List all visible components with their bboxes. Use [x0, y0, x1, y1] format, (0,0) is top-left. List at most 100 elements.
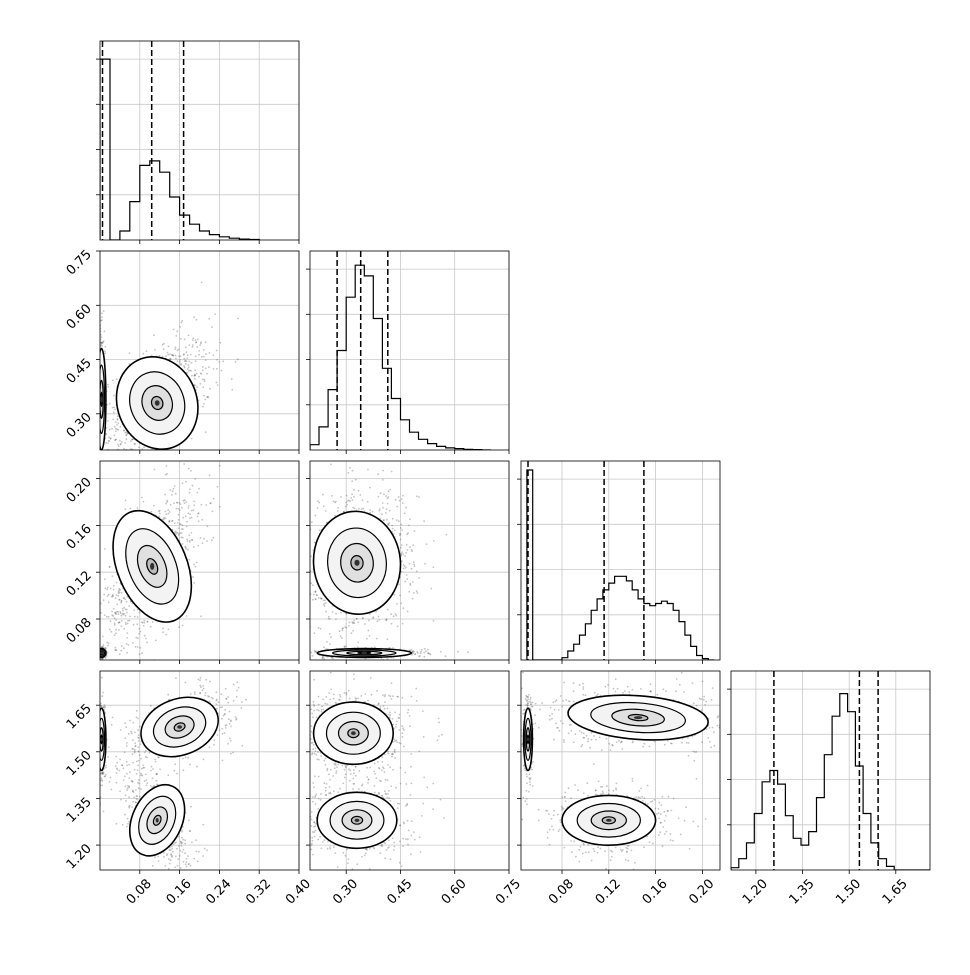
scatter-point — [142, 622, 144, 624]
scatter-point — [290, 548, 292, 550]
scatter-point — [383, 519, 385, 521]
scatter-point — [310, 582, 312, 584]
scatter-point — [140, 773, 142, 775]
scatter-point — [400, 533, 402, 535]
scatter-point — [224, 709, 226, 711]
scatter-point — [102, 452, 104, 454]
scatter-point — [198, 488, 200, 490]
scatter-point — [318, 502, 320, 504]
scatter-point — [178, 355, 180, 357]
scatter-point — [307, 573, 309, 575]
scatter-point — [315, 591, 317, 593]
scatter-point — [406, 544, 408, 546]
scatter-point — [196, 319, 198, 321]
scatter-point — [175, 347, 177, 349]
scatter-point — [189, 540, 191, 542]
scatter-point — [440, 651, 442, 653]
scatter-point — [387, 658, 389, 660]
scatter-point — [184, 502, 186, 504]
scatter-point — [205, 353, 207, 355]
scatter-point — [112, 380, 114, 382]
scatter-point — [102, 452, 104, 454]
scatter-point — [387, 609, 389, 611]
scatter-point — [151, 766, 153, 768]
scatter-point — [392, 528, 394, 530]
scatter-point — [185, 756, 187, 758]
scatter-point — [194, 374, 196, 376]
scatter-point — [107, 595, 109, 597]
scatter-point — [362, 679, 364, 681]
scatter-point — [321, 657, 323, 659]
scatter-point — [181, 467, 183, 469]
scatter-point — [404, 555, 406, 557]
scatter-point — [137, 663, 139, 665]
scatter-point — [155, 640, 157, 642]
scatter-point — [98, 649, 100, 651]
scatter-point — [190, 693, 192, 695]
scatter-point — [148, 453, 150, 455]
scatter-point — [150, 770, 152, 772]
scatter-point — [211, 326, 213, 328]
scatter-point — [372, 511, 374, 513]
scatter-point — [115, 431, 117, 433]
scatter-point — [424, 563, 426, 565]
scatter-point — [231, 389, 233, 391]
scatter-point — [132, 642, 134, 644]
scatter-point — [207, 397, 209, 399]
scatter-point — [174, 485, 176, 487]
scatter-point — [198, 354, 200, 356]
scatter-point — [180, 364, 182, 366]
y-tick-label: 0.30 — [64, 410, 95, 441]
scatter-point — [202, 689, 204, 691]
scatter-point — [173, 502, 175, 504]
scatter-point — [117, 419, 119, 421]
scatter-point — [174, 763, 176, 765]
scatter-point — [114, 617, 116, 619]
scatter-point — [203, 379, 205, 381]
scatter-point — [315, 664, 317, 666]
scatter-point — [114, 491, 116, 493]
scatter-point — [241, 745, 243, 747]
scatter-point — [117, 415, 119, 417]
scatter-point — [111, 611, 113, 613]
scatter-point — [95, 403, 97, 405]
scatter-point — [175, 493, 177, 495]
scatter-point — [142, 765, 144, 767]
scatter-point — [205, 431, 207, 433]
scatter-point — [196, 373, 198, 375]
scatter-point — [278, 543, 280, 545]
scatter-point — [165, 503, 167, 505]
scatter-point — [170, 504, 172, 506]
scatter-point — [417, 652, 419, 654]
scatter-point — [423, 656, 425, 658]
scatter-point — [98, 656, 100, 658]
y-tick-label: 0.08 — [64, 615, 95, 646]
scatter-point — [110, 620, 112, 622]
scatter-point — [356, 618, 358, 620]
scatter-point — [138, 481, 140, 483]
scatter-point — [362, 508, 364, 510]
scatter-point — [178, 519, 180, 521]
scatter-point — [138, 760, 140, 762]
scatter-point — [119, 611, 121, 613]
scatter-point — [236, 690, 238, 692]
scatter-point — [100, 451, 102, 453]
scatter-point — [136, 761, 138, 763]
scatter-point — [144, 751, 146, 753]
scatter-point — [130, 440, 132, 442]
scatter-point — [190, 370, 192, 372]
density-core — [150, 563, 154, 570]
scatter-point — [203, 759, 205, 761]
scatter-point — [116, 603, 118, 605]
scatter-point — [168, 345, 170, 347]
scatter-point — [201, 519, 203, 521]
scatter-point — [188, 335, 190, 337]
scatter-point — [420, 651, 422, 653]
scatter-point — [206, 373, 208, 375]
scatter-point — [124, 722, 126, 724]
scatter-point — [304, 547, 306, 549]
scatter-point — [386, 508, 388, 510]
scatter-point — [418, 577, 420, 579]
scatter-point — [401, 498, 403, 500]
